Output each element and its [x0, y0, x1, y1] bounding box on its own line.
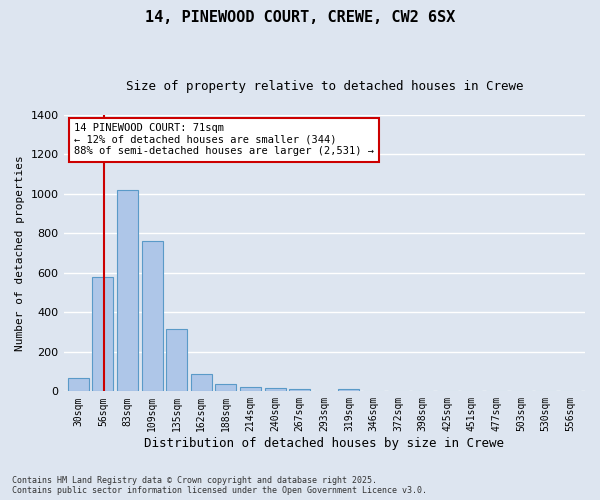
- Bar: [240, 388, 261, 392]
- X-axis label: Distribution of detached houses by size in Crewe: Distribution of detached houses by size …: [144, 437, 504, 450]
- Bar: [166, 329, 187, 392]
- Bar: [338, 389, 359, 392]
- Bar: [289, 390, 310, 392]
- Bar: [265, 388, 286, 392]
- Bar: [142, 242, 163, 392]
- Bar: [215, 384, 236, 392]
- Text: Contains HM Land Registry data © Crown copyright and database right 2025.
Contai: Contains HM Land Registry data © Crown c…: [12, 476, 427, 495]
- Y-axis label: Number of detached properties: Number of detached properties: [15, 156, 25, 351]
- Text: 14, PINEWOOD COURT, CREWE, CW2 6SX: 14, PINEWOOD COURT, CREWE, CW2 6SX: [145, 10, 455, 25]
- Text: 14 PINEWOOD COURT: 71sqm
← 12% of detached houses are smaller (344)
88% of semi-: 14 PINEWOOD COURT: 71sqm ← 12% of detach…: [74, 124, 374, 156]
- Bar: [191, 374, 212, 392]
- Bar: [68, 378, 89, 392]
- Title: Size of property relative to detached houses in Crewe: Size of property relative to detached ho…: [125, 80, 523, 93]
- Bar: [117, 190, 138, 392]
- Bar: [92, 277, 113, 392]
